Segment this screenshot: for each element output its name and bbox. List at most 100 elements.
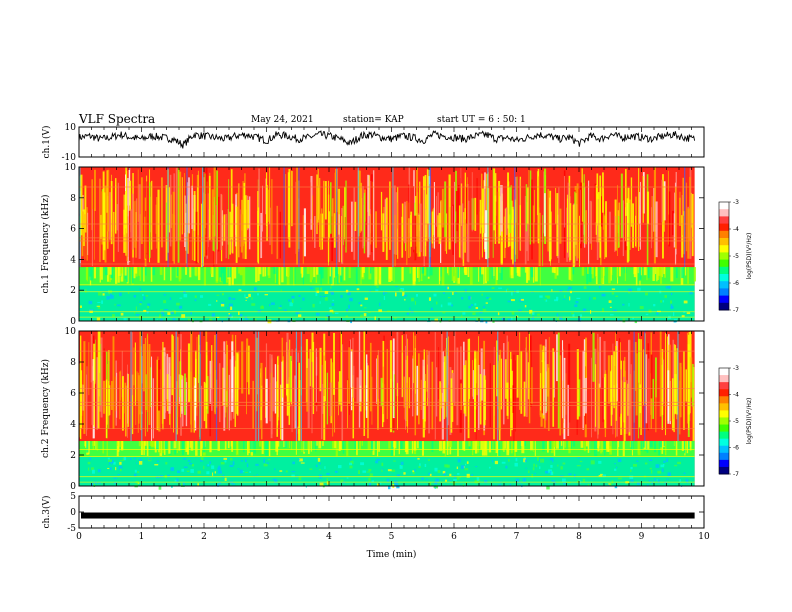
spectrogram-streak (401, 216, 404, 258)
spectrogram-lowband-speck (381, 462, 384, 466)
spectrogram-lowband-speck (387, 469, 392, 472)
spectrogram-lowband-speck (446, 286, 448, 290)
spectrogram-lowband-speck (143, 309, 147, 312)
spectrogram-lowband-speck (244, 294, 246, 298)
spectrogram-lowband-speck (156, 476, 160, 479)
spectrogram-lowband-speck (475, 318, 479, 322)
spectrogram-lowband-speck (582, 478, 585, 482)
spectrogram-midband-streak (143, 267, 145, 282)
spectrogram-streak (225, 213, 227, 259)
spectrogram-midband-streak (86, 267, 88, 282)
spectrogram-lowband-speck (267, 458, 271, 461)
spectrogram-midband-streak (376, 441, 379, 457)
spectrogram-lowband-speck (666, 458, 669, 463)
spectrogram-lowband-speck (381, 469, 383, 472)
spectrogram-streak (97, 331, 100, 429)
spectrogram-lowband-speck (270, 302, 275, 305)
spectrogram-streak (382, 366, 384, 415)
spectrogram-streak (262, 185, 263, 232)
spectrogram-spike (215, 331, 218, 442)
spectrogram-streak (137, 169, 139, 222)
spectrogram-lowband-speck (167, 474, 170, 478)
spectrogram-midband-streak (664, 441, 667, 456)
spectrogram-lowband-speck (167, 312, 171, 315)
spectrogram-streak (653, 167, 657, 264)
spectrogram-streak (221, 210, 223, 246)
spectrogram-spike (202, 167, 204, 268)
spectrogram-lowband-speck (685, 479, 689, 483)
spectrogram-midband-streak (589, 441, 591, 454)
spectrogram-midband-streak (235, 441, 239, 456)
spectrogram-lowband-speck (107, 457, 110, 460)
spectrogram-lowband-speck (345, 315, 349, 318)
spectrogram-streak (151, 180, 153, 250)
spectrogram-streak (614, 215, 616, 252)
spectrogram-lowband-speck (360, 314, 363, 318)
spectrogram-lowband-speck (89, 309, 93, 314)
spectrogram-midband-streak (588, 267, 592, 283)
spectrogram-streak (531, 186, 533, 245)
spectrogram-streak (261, 385, 263, 440)
x-tick-label: 2 (201, 532, 207, 542)
spectrogram-midband-streak (453, 267, 457, 282)
spectrogram-streak (392, 338, 395, 419)
spectrogram-lowband-speck (230, 457, 233, 461)
spectrogram-lowband-speck (347, 291, 351, 296)
spectrogram-streak (505, 359, 507, 399)
spectrogram-streak (439, 381, 441, 422)
spectrogram-midband-streak (200, 441, 202, 456)
spectrogram-midband-streak (388, 441, 391, 449)
spectrogram-lowband-speck (324, 466, 326, 470)
spectrogram-lowband-speck (245, 459, 247, 463)
spectrogram-lowband-speck (209, 461, 212, 464)
spectrogram-lowband-speck (329, 309, 334, 313)
spectrogram-streak (248, 345, 250, 395)
spectrogram-lowband-speck (292, 299, 294, 303)
spectrogram-streak (525, 347, 527, 413)
spectrogram-streak (384, 199, 386, 242)
spectrogram-streak (540, 373, 542, 411)
spectrogram-spike (298, 167, 300, 268)
spectrogram-streak (317, 168, 319, 223)
spectrogram-lowband-speck (179, 297, 183, 299)
spectrogram-streak (227, 209, 229, 245)
spectrogram-streak (510, 200, 513, 260)
spectrogram-lowband-speck (457, 476, 462, 478)
x-tick-label: 4 (326, 532, 332, 542)
spectrogram-lowband-speck (118, 465, 123, 470)
spectrogram-streak (460, 383, 462, 411)
spectrogram-midband-streak (287, 267, 290, 276)
spectrogram-streak (344, 186, 346, 240)
spectrogram-streak (367, 174, 370, 258)
spectrogram-midband-streak (564, 441, 567, 448)
spectrogram-midband-streak (146, 441, 149, 456)
spectrogram-lowband-speck (394, 317, 397, 320)
spectrogram-midband-streak (313, 267, 316, 278)
spectrogram-streak (265, 343, 268, 393)
spectrogram-lowband-speck (218, 482, 222, 484)
spectrogram-midband-streak (306, 267, 310, 274)
spectrogram-streak (651, 379, 653, 419)
spectrogram-lowband-speck (181, 314, 186, 318)
spectrogram-streak (584, 377, 587, 414)
spectrogram-midband-streak (633, 267, 637, 275)
spectrogram-streak (226, 365, 228, 429)
spectrogram-lowband-speck (434, 481, 438, 485)
spectrogram-lowband-speck (586, 468, 590, 471)
spectrogram-lowband-speck (101, 300, 104, 304)
spectrogram-lowband-speck (188, 462, 193, 465)
spectrogram-midband-streak (659, 441, 662, 448)
spectrogram-streak (615, 332, 616, 438)
spectrogram-streak (393, 374, 395, 418)
spectrogram-midband-streak (274, 267, 277, 283)
spectrogram-lowband-speck (223, 457, 227, 460)
spectrogram-midband-streak (310, 441, 312, 449)
spectrogram-streak (487, 188, 490, 259)
spectrogram-streak (620, 173, 623, 238)
spectrogram-streak (365, 354, 368, 418)
spectrogram-streak (556, 334, 558, 382)
spectrogram-lowband-speck (501, 461, 506, 464)
spectrogram-streak (331, 216, 334, 262)
colorbar-tick-label: -6 (733, 445, 739, 452)
